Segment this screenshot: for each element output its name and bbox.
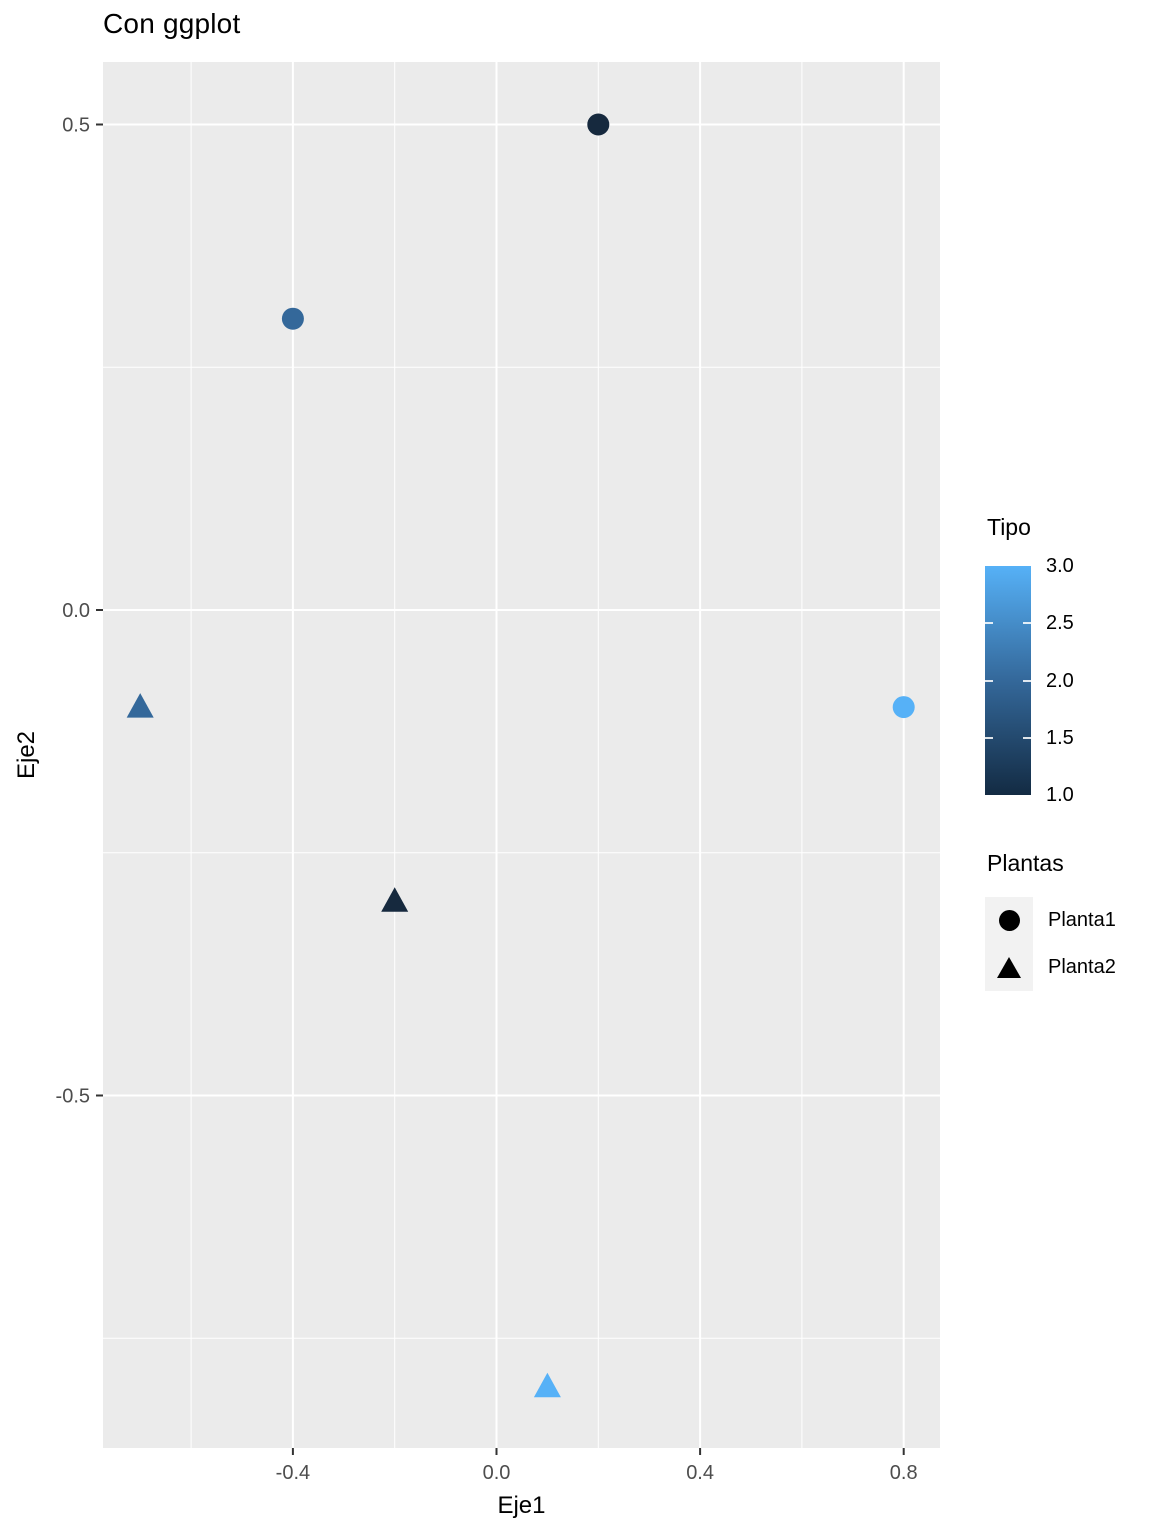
- colorbar-tick: [985, 679, 993, 682]
- point-planta1-1: [587, 113, 610, 136]
- y-tick-label: 0.5: [62, 115, 90, 137]
- x-axis-title: Eje1: [497, 1492, 546, 1519]
- legend-plantas-title: Plantas: [987, 850, 1064, 876]
- point-planta2-1: [381, 887, 409, 912]
- colorbar-tick: [985, 736, 993, 739]
- colorbar-label: 3.0: [1046, 555, 1074, 577]
- circle-icon: [998, 910, 1020, 931]
- legend-key-box: [985, 944, 1033, 991]
- plot-title: Con ggplot: [103, 8, 241, 39]
- y-axis-title: Eje2: [13, 730, 40, 780]
- colorbar-label: 1.5: [1046, 726, 1074, 749]
- legend-key-planta2: Planta2: [985, 944, 1152, 991]
- x-tick-label: 0.0: [483, 1462, 511, 1484]
- x-tick-label: 0.4: [686, 1462, 714, 1484]
- y-tick-label: -0.5: [56, 1086, 90, 1108]
- colorbar-tick: [1023, 736, 1031, 739]
- point-planta2-2: [126, 693, 154, 718]
- legend-key-box: [985, 897, 1033, 944]
- legend-key-label: Planta1: [1048, 909, 1116, 931]
- triangle-icon: [997, 957, 1021, 978]
- point-planta2-3: [533, 1372, 561, 1398]
- point-planta1-2: [281, 307, 304, 330]
- legend-key-planta1: Planta1: [985, 897, 1152, 944]
- colorbar-tick: [1023, 622, 1031, 625]
- legend-key-label: Planta2: [1048, 956, 1116, 978]
- colorbar-gradient: [985, 566, 1031, 795]
- colorbar-tick: [985, 622, 993, 625]
- x-tick-label: -0.4: [276, 1462, 310, 1484]
- point-planta1-3: [892, 696, 915, 719]
- y-tick-label: 0.0: [62, 600, 90, 622]
- colorbar-label: 2.5: [1046, 612, 1074, 635]
- colorbar-label: 1.0: [1046, 784, 1074, 806]
- legend-plantas-keys: Planta1 Planta2: [985, 897, 1152, 991]
- panel-background: [103, 62, 940, 1448]
- colorbar-tick: [1023, 679, 1031, 682]
- colorbar-label: 2.0: [1046, 669, 1074, 692]
- x-tick-label: 0.8: [890, 1462, 918, 1484]
- legend-tipo-title: Tipo: [987, 514, 1031, 540]
